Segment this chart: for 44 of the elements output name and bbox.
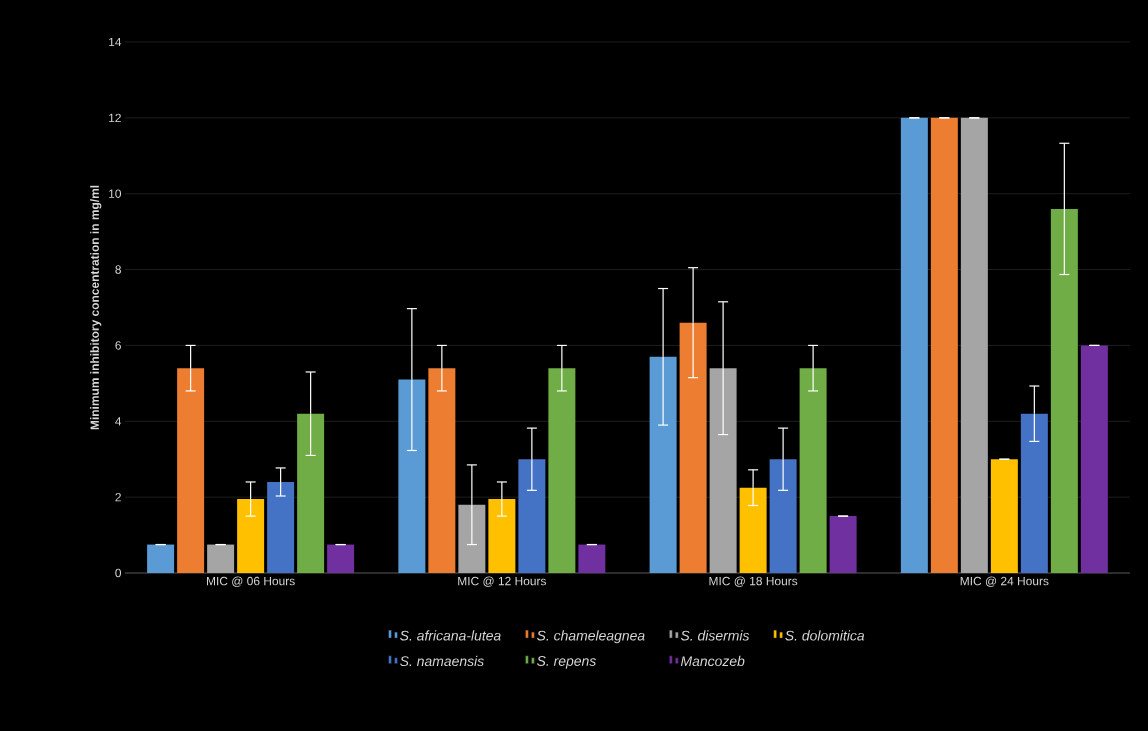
bar (177, 368, 205, 573)
bar (769, 459, 797, 573)
bar (799, 368, 827, 573)
legend-label: S. chameleagnea (536, 630, 645, 644)
bar (990, 459, 1018, 573)
bar (398, 379, 426, 573)
legend-label: S. dolomitica (785, 630, 865, 641)
bar (1050, 208, 1078, 573)
y-axis-title: Minimum inhibitory concentration in mg/ml (90, 185, 102, 430)
bar (327, 544, 355, 573)
legend-label: Mancozeb (680, 655, 745, 667)
legend-label: S. repens (536, 656, 596, 669)
bar (147, 544, 175, 573)
y-tick-label: 4 (115, 417, 122, 426)
bar (1080, 345, 1108, 573)
bar (900, 117, 928, 573)
bar (237, 499, 265, 573)
y-tick-label: 6 (115, 341, 121, 350)
x-tick-label: MIC @ 18 Hours (709, 576, 798, 587)
bar (829, 516, 857, 573)
legend-label: S. africana-lutea (400, 630, 501, 641)
bar (518, 459, 546, 573)
legend-label: S. disermis (680, 630, 750, 641)
y-tick-label: 0 (115, 568, 122, 578)
bar (488, 499, 516, 573)
y-tick-label: 10 (109, 189, 122, 198)
bar (739, 487, 767, 573)
bar (297, 413, 325, 573)
legend-label: S. namaensis (400, 655, 484, 667)
y-tick-label: 2 (115, 492, 121, 502)
bar (578, 544, 606, 573)
x-tick-label: MIC @ 24 Hours (960, 576, 1049, 587)
bar (649, 356, 677, 573)
bar (267, 481, 295, 573)
y-tick-label: 14 (109, 37, 122, 47)
x-tick-label: MIC @ 06 Hours (207, 576, 295, 587)
y-tick-label: 8 (115, 265, 121, 274)
bar (679, 322, 707, 573)
bar (428, 368, 456, 573)
y-tick-label: 12 (109, 113, 121, 123)
bar (930, 117, 958, 573)
x-tick-label: MIC @ 12 Hours (458, 576, 547, 587)
bar (1020, 413, 1048, 573)
bar (548, 368, 576, 573)
